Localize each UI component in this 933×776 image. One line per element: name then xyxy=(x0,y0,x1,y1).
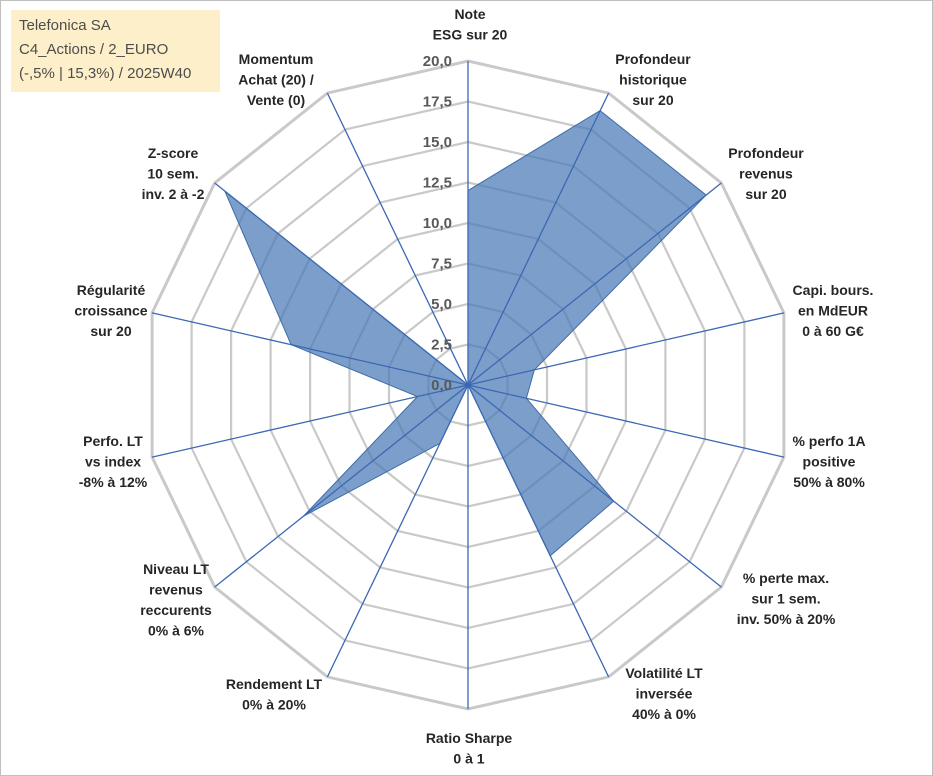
axis-spoke xyxy=(326,384,469,678)
axis-label-line: % perfo 1A xyxy=(792,433,865,449)
axis-spoke xyxy=(467,312,785,386)
axis-label-line: inv. 2 à -2 xyxy=(142,186,205,202)
axis-label: Note ESG sur 20 xyxy=(433,6,508,43)
axis-label-line: sur 20 xyxy=(632,92,673,108)
axis-label-line: croissance xyxy=(74,303,147,319)
axis-label: Z-score 10 sem. inv. 2 à -2 xyxy=(142,145,205,202)
radial-tick-label: 20,0 xyxy=(423,53,452,70)
axis-label-line: 0 à 60 G€ xyxy=(802,323,864,339)
axis-label-line: Perfo. LT xyxy=(83,433,143,449)
series-area xyxy=(224,109,707,557)
axis-spoke xyxy=(326,92,469,386)
radial-tick-label: 15,0 xyxy=(423,134,452,151)
axis-label: Perfo. LT vs index -8% à 12% xyxy=(79,433,148,490)
axis-label-line: Capi. bours. xyxy=(793,282,874,298)
axis-label-line: vs index xyxy=(85,454,141,470)
radial-tick-label: 2,5 xyxy=(431,337,452,354)
axis-spoke xyxy=(467,384,722,588)
axis-label-line: historique xyxy=(619,72,687,88)
chart-title-box: Telefonica SA C4_Actions / 2_EURO (-,5% … xyxy=(11,10,220,92)
axis-label-line: Niveau LT xyxy=(143,561,209,577)
axis-label-line: Ratio Sharpe xyxy=(426,730,513,746)
axis-label-line: Régularité xyxy=(77,282,146,298)
axis-label-line: Z-score xyxy=(148,145,199,161)
radial-tick-label: 10,0 xyxy=(423,215,452,232)
axis-label-line: Note xyxy=(454,6,485,22)
axis-spoke xyxy=(467,384,610,678)
axis-label-line: % perte max. xyxy=(743,570,829,586)
radar-axis-labels: Note ESG sur 20 Profondeur historique sur 20… xyxy=(74,6,873,767)
axis-label-line: revenus xyxy=(739,166,793,182)
axis-label-line: 50% à 80% xyxy=(793,474,865,490)
axis-label-line: 0% à 20% xyxy=(242,697,306,713)
axis-label-line: 10 sem. xyxy=(147,166,198,182)
axis-label-line: 0% à 6% xyxy=(148,623,205,639)
axis-label-line: Rendement LT xyxy=(226,676,323,692)
radial-tick-label: 17,5 xyxy=(423,94,452,111)
radar-series xyxy=(224,109,707,557)
axis-label-line: Vente (0) xyxy=(247,92,305,108)
chart-title-line: (-,5% | 15,3%) / 2025W40 xyxy=(19,65,192,82)
axis-label-line: ESG sur 20 xyxy=(433,27,508,43)
axis-label-line: revenus xyxy=(149,582,203,598)
radar-tick-labels: 0,0 2,5 5,0 7,5 10,0 12,5 15,0 17,5 20,0 xyxy=(423,53,452,394)
axis-label: Momentum Achat (20) / Vente (0) xyxy=(238,51,314,108)
axis-label-line: Profondeur xyxy=(728,145,804,161)
axis-spoke xyxy=(214,384,469,588)
axis-label-line: inversée xyxy=(636,686,693,702)
axis-label: Profondeur revenus sur 20 xyxy=(728,145,804,202)
axis-label: Ratio Sharpe 0 à 1 xyxy=(426,730,513,767)
axis-label-line: Volatilité LT xyxy=(625,665,703,681)
axis-spoke xyxy=(151,384,469,458)
axis-label-line: reccurents xyxy=(140,602,212,618)
axis-label-line: sur 20 xyxy=(90,323,131,339)
radial-tick-label: 7,5 xyxy=(431,256,452,273)
axis-spoke xyxy=(467,92,610,386)
axis-spoke xyxy=(467,384,785,458)
radar-spokes xyxy=(151,61,785,709)
axis-label-line: Achat (20) / xyxy=(238,72,314,88)
axis-label: Capi. bours. en MdEUR 0 à 60 G€ xyxy=(793,282,874,339)
axis-spoke xyxy=(467,182,722,386)
axis-spoke xyxy=(214,182,469,386)
axis-label-line: sur 1 sem. xyxy=(751,591,820,607)
axis-label: % perte max. sur 1 sem. inv. 50% à 20% xyxy=(737,570,836,627)
axis-label: Profondeur historique sur 20 xyxy=(615,51,691,108)
axis-label-line: -8% à 12% xyxy=(79,474,148,490)
axis-label-line: 40% à 0% xyxy=(632,706,696,722)
radial-tick-label: 5,0 xyxy=(431,296,452,313)
axis-label: Régularité croissance sur 20 xyxy=(74,282,147,339)
radial-tick-label: 12,5 xyxy=(423,175,452,192)
axis-label: Rendement LT 0% à 20% xyxy=(226,676,323,713)
axis-label: % perfo 1A positive 50% à 80% xyxy=(792,433,865,490)
axis-label: Niveau LT revenus reccurents 0% à 6% xyxy=(140,561,212,639)
axis-label-line: positive xyxy=(803,454,856,470)
radial-tick-label: 0,0 xyxy=(431,377,452,394)
axis-label-line: 0 à 1 xyxy=(453,751,484,767)
chart-title-line: C4_Actions / 2_EURO xyxy=(19,41,169,58)
axis-spoke xyxy=(151,312,469,386)
axis-label-line: en MdEUR xyxy=(798,303,868,319)
axis-label-line: Momentum xyxy=(239,51,314,67)
axis-label-line: inv. 50% à 20% xyxy=(737,611,836,627)
axis-label-line: sur 20 xyxy=(745,186,786,202)
chart-title-line: Telefonica SA xyxy=(19,17,111,34)
axis-label-line: Profondeur xyxy=(615,51,691,67)
axis-label: Volatilité LT inversée 40% à 0% xyxy=(625,665,703,722)
